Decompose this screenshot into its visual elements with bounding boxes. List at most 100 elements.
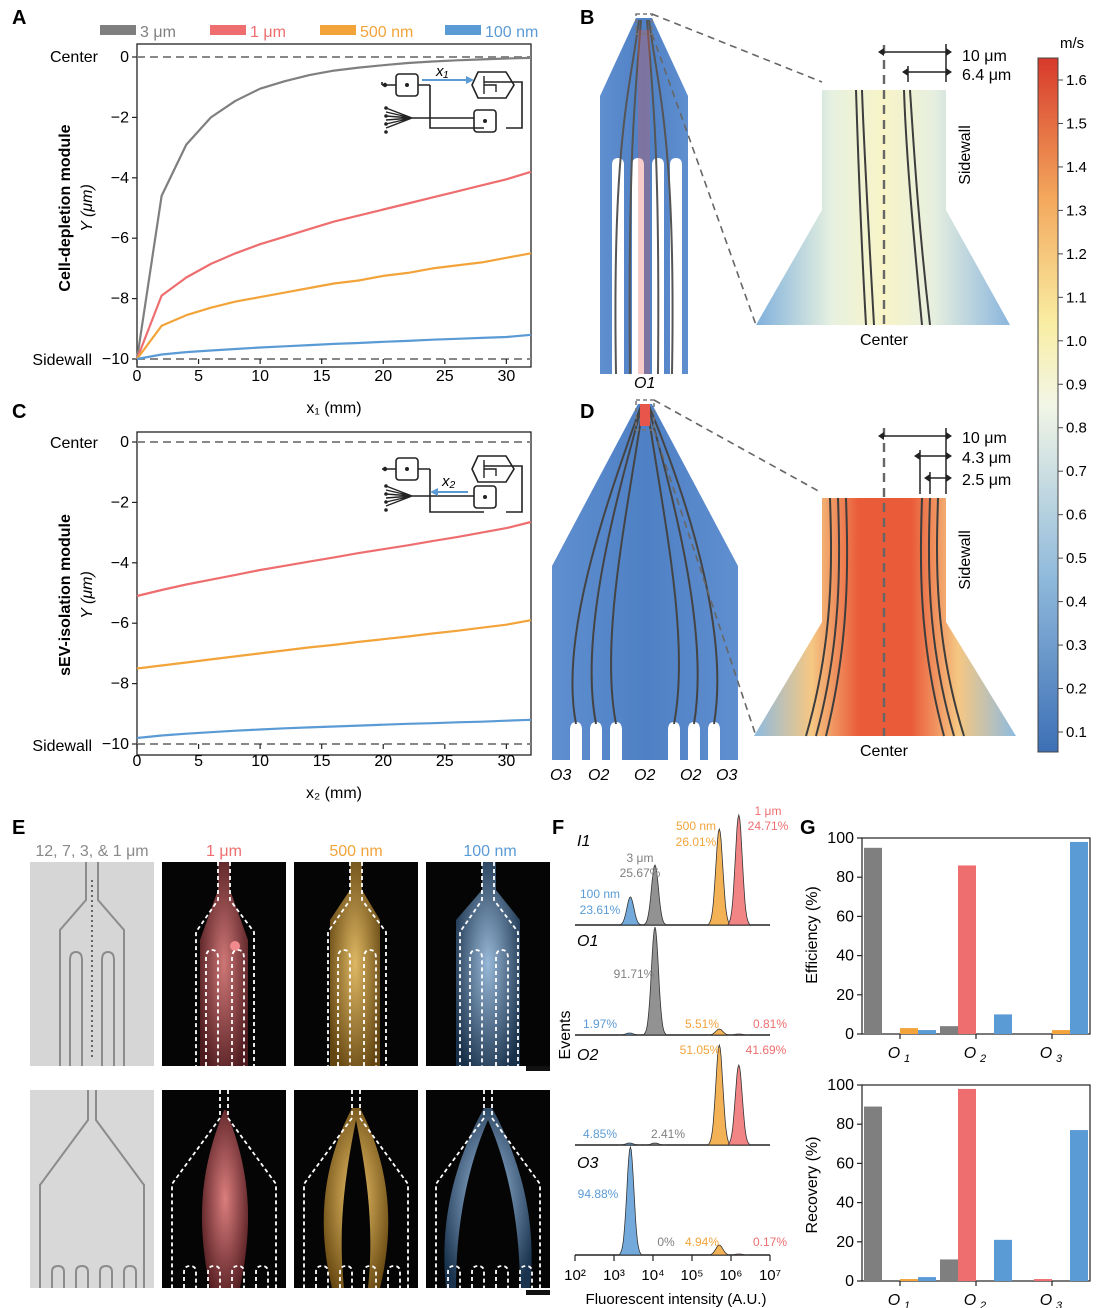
plot-frame-a (136, 43, 532, 368)
sidewall-label-a: Sidewall (32, 352, 92, 369)
colorbar-tick-label: 0.2 (1066, 681, 1087, 698)
panel-label-g: G (800, 817, 816, 839)
y-tick-label: 0 (845, 1026, 854, 1043)
sidewall-label-c: Sidewall (32, 738, 92, 755)
row-label-o2: O2 (577, 1047, 598, 1064)
histograms (575, 813, 770, 1256)
e-title-mixed: 12, 7, 3, & 1 μm (35, 843, 148, 860)
panel-label-f: F (552, 817, 564, 839)
row-label-o1: O1 (577, 933, 598, 950)
x-tick-label: 30 (497, 753, 515, 770)
series-line-100nm (136, 333, 532, 361)
sidewall-label-b: Sidewall (957, 125, 974, 185)
y-tick-label: −10 (102, 736, 129, 753)
outlet-label-b: O1 (634, 375, 655, 392)
histogram-peak (619, 1142, 641, 1146)
pct-o3-100nm: 94.88% (578, 1187, 619, 1201)
x-tick-label: 30 (497, 368, 515, 385)
pct-o1-1um: 0.81% (753, 1017, 787, 1031)
histogram-peak (619, 1145, 642, 1256)
colorbar-tick-label: 0.4 (1066, 594, 1087, 611)
legend-swatch-3um (100, 25, 136, 35)
histogram-peak (643, 864, 666, 926)
panel-d: O3 O2 O2 O2 O3 10 μm 4.3 μm 2.5 μm Sidew… (550, 399, 1016, 784)
inset-x1-label: x₁ (435, 63, 449, 80)
pct-i1-3um: 25.67% (620, 866, 661, 880)
x-tick-label: 10⁷ (759, 1267, 781, 1284)
x-axis-label-f: Fluorescent intensity (A.U.) (586, 1291, 767, 1308)
colorbar-tick-label: 1.3 (1066, 202, 1087, 219)
x-tick-subscript: 1 (904, 1053, 910, 1065)
circuit-inset-a: x₁ (381, 63, 523, 134)
pct-i1-500nm: 26.01% (676, 835, 717, 849)
legend-swatch-100nm (445, 25, 481, 35)
micrograph-500nm-bottom (294, 1090, 418, 1288)
bar-1μm-O2 (958, 1088, 976, 1281)
y-tick-label: 0 (120, 434, 129, 451)
bar-100nm-O2 (994, 1014, 1012, 1034)
panel-label-a: A (12, 7, 26, 29)
legend-label-1um: 1 μm (250, 24, 286, 41)
pct-o3-3um: 0% (657, 1235, 675, 1249)
panel-b: O1 10 μm 6.4 μm Sidewall Center (600, 13, 1011, 392)
plot-frame-c (136, 431, 532, 756)
colorbar-tick-label: 0.9 (1066, 376, 1087, 393)
y-tick-label: 40 (836, 1195, 854, 1212)
x-tick-label: O (1040, 1045, 1052, 1062)
y-tick-label: 100 (827, 830, 854, 847)
histogram-peak (708, 1244, 731, 1256)
series-lines-a (135, 56, 532, 361)
center-label-d: Center (860, 743, 909, 760)
legend: 3 μm 1 μm 500 nm 100 nm (100, 24, 538, 41)
e-title-500nm: 500 nm (329, 843, 382, 860)
colorbar-tick-label: 1.2 (1066, 246, 1087, 263)
series-line-100nm (136, 718, 532, 740)
pct-o1-100nm: 1.97% (583, 1017, 617, 1031)
row-label-a: Cell-depletion module (57, 124, 74, 291)
pct-o2-500nm: 51.05% (680, 1043, 721, 1057)
y-tick-label: −8 (111, 291, 129, 308)
outlet-label: O3 (550, 767, 571, 784)
e-title-1um: 1 μm (206, 843, 242, 860)
y-axis-label-efficiency: Efficiency (%) (804, 886, 821, 984)
pct-o1-3um: 91.71% (614, 967, 655, 981)
panel-f: Events I1 O1 O2 O3 3 μm 25.67% 100 nm 23… (557, 804, 789, 1308)
legend-swatch-500nm (320, 25, 356, 35)
x-tick-label: O (1040, 1292, 1052, 1308)
x-tick-subscript: 2 (979, 1053, 986, 1065)
zoom-b (756, 90, 1010, 325)
dim-6.4um-b: 6.4 μm (962, 67, 1011, 84)
histogram-peak (708, 1028, 731, 1036)
colorbar-tick-label: 1.1 (1066, 289, 1087, 306)
series-line-1μm (135, 170, 532, 360)
bar-1μm-O2 (958, 865, 976, 1034)
x-tick-label: 5 (194, 368, 203, 385)
x-tick-label: 10⁶ (720, 1267, 743, 1284)
pct-o2-100nm: 4.85% (583, 1127, 617, 1141)
bar-3μm-O1 (864, 847, 882, 1034)
panel-g: Efficiency (%) Recovery (%) 020406080100… (804, 830, 1091, 1308)
x-tick-label: 25 (436, 753, 454, 770)
micrograph-brightfield-bottom (30, 1090, 154, 1288)
pct-i1-100nm: 23.61% (580, 903, 621, 917)
colorbar-tick-label: 0.6 (1066, 507, 1087, 524)
x-tick-label: 10 (251, 368, 269, 385)
row-label-i1: I1 (577, 833, 590, 850)
pct-o2-1um: 41.69% (746, 1043, 787, 1057)
pct-o3-500nm: 4.94% (685, 1235, 719, 1249)
bar-500nm-O1 (900, 1028, 918, 1034)
bar-100nm-O2 (994, 1239, 1012, 1281)
bar-500nm-O1 (900, 1279, 918, 1281)
outlet-label: O2 (588, 767, 609, 784)
scale-bar-top (526, 1066, 550, 1071)
histogram-peak (619, 1032, 641, 1036)
x-tick-subscript: 3 (1056, 1300, 1063, 1308)
size-label-3um: 3 μm (627, 851, 654, 865)
size-label-1um: 1 μm (755, 804, 782, 818)
axes-c: 0 5 10 15 20 25 30 0 −2 −4 −6 −8 −10 (102, 434, 531, 770)
x-tick-label: 10³ (603, 1267, 625, 1284)
y-axis-label-recovery: Recovery (%) (804, 1137, 821, 1234)
pct-o2-3um: 2.41% (651, 1127, 685, 1141)
